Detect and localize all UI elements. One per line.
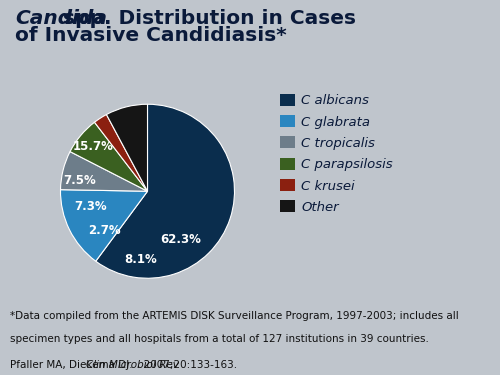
Wedge shape [60, 152, 148, 191]
Legend: C albicans, C glabrata, C tropicalis, C parapsilosis, C krusei, Other: C albicans, C glabrata, C tropicalis, C … [280, 94, 392, 214]
Text: 8.1%: 8.1% [124, 253, 157, 266]
Text: specimen types and all hospitals from a total of 127 institutions in 39 countrie: specimen types and all hospitals from a … [10, 334, 429, 345]
Wedge shape [106, 104, 148, 191]
Text: . 2007;20:133-163.: . 2007;20:133-163. [137, 360, 237, 370]
Text: Pfaller MA, Diekema DJ.: Pfaller MA, Diekema DJ. [10, 360, 136, 370]
Wedge shape [70, 122, 148, 191]
Text: 2.7%: 2.7% [88, 224, 120, 237]
Wedge shape [94, 114, 148, 191]
Text: 15.7%: 15.7% [73, 140, 114, 153]
Text: of Invasive Candidiasis*: of Invasive Candidiasis* [15, 26, 286, 45]
Text: Clin Microbiol Rev: Clin Microbiol Rev [86, 360, 178, 370]
Text: 62.3%: 62.3% [160, 232, 201, 246]
Wedge shape [60, 190, 148, 261]
Text: *Data compiled from the ARTEMIS DISK Surveillance Program, 1997-2003; includes a: *Data compiled from the ARTEMIS DISK Sur… [10, 311, 459, 321]
Text: Candida: Candida [15, 9, 107, 28]
Text: 7.3%: 7.3% [74, 200, 108, 213]
Wedge shape [96, 104, 234, 278]
Text: spp. Distribution in Cases: spp. Distribution in Cases [56, 9, 356, 28]
Text: 7.5%: 7.5% [64, 174, 96, 187]
